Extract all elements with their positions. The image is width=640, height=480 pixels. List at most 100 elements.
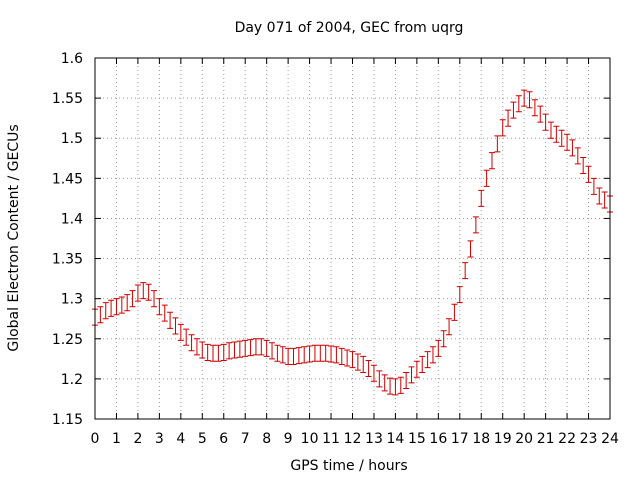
error-bar [252, 338, 259, 356]
error-bar [397, 376, 404, 394]
error-bar [301, 346, 308, 364]
data-point [188, 334, 195, 352]
error-bar [156, 298, 163, 316]
error-bar [590, 177, 597, 195]
error-bar [124, 294, 131, 312]
error-bar [424, 351, 431, 369]
error-bar [161, 304, 168, 322]
data-point [370, 364, 377, 382]
error-bar [413, 360, 420, 378]
x-tick-label: 1 [112, 431, 121, 447]
x-tick-label: 24 [601, 431, 619, 447]
data-point [193, 338, 200, 356]
data-point [381, 374, 388, 392]
data-point [585, 165, 592, 183]
error-bar [236, 340, 243, 358]
error-bar [210, 344, 217, 362]
error-bar [580, 156, 587, 175]
y-tick-label: 1.15 [52, 412, 83, 428]
x-tick-label: 23 [580, 431, 598, 447]
y-tick-labels: 1.15 1.2 1.25 1.3 1.35 1.4 1.45 1.5 1.55 1.6 [52, 51, 83, 428]
error-bar [177, 323, 184, 341]
error-bar [269, 342, 276, 360]
error-bar [274, 344, 281, 362]
error-bar [462, 262, 469, 280]
data-point [553, 125, 560, 143]
error-bar [311, 344, 318, 362]
data-point [590, 177, 597, 195]
error-bar [419, 355, 426, 373]
error-bar [360, 355, 367, 373]
data-point [301, 346, 308, 364]
error-bar [585, 165, 592, 183]
y-tick-label: 1.45 [52, 171, 83, 187]
error-bar [317, 344, 324, 362]
data-point [204, 343, 211, 361]
error-bar [494, 135, 501, 153]
data-point [601, 191, 608, 209]
data-point [322, 344, 329, 362]
data-point [569, 139, 576, 157]
error-bar [596, 187, 603, 205]
data-point [376, 370, 383, 388]
error-bar [440, 330, 447, 348]
error-bar [199, 341, 206, 359]
error-bar [129, 290, 136, 308]
data-point [258, 338, 265, 356]
error-bar [242, 339, 249, 357]
error-bar [376, 370, 383, 388]
data-point [295, 347, 302, 365]
x-tick-label: 16 [429, 431, 447, 447]
error-bar [387, 377, 394, 395]
data-point [285, 347, 292, 365]
x-tick-label: 2 [133, 431, 142, 447]
data-point [338, 347, 345, 365]
error-bar [499, 119, 506, 137]
data-point [515, 95, 522, 113]
error-bar [140, 282, 147, 300]
data-point [140, 282, 147, 300]
data-point [456, 286, 463, 304]
error-bar [542, 113, 549, 131]
data-point [290, 347, 297, 365]
data-point [167, 311, 174, 329]
data-point [226, 342, 233, 360]
error-bar [172, 317, 179, 335]
error-bar [381, 374, 388, 392]
error-bar [370, 364, 377, 382]
data-point [531, 99, 538, 117]
error-bar [505, 109, 512, 127]
data-point [113, 298, 120, 316]
data-point [574, 147, 581, 165]
error-bar [558, 129, 565, 147]
data-point [231, 341, 238, 359]
error-bar [290, 347, 297, 365]
error-bar [247, 339, 254, 357]
y-tick-label: 1.4 [61, 211, 83, 227]
data-point [488, 152, 495, 170]
data-point [102, 302, 109, 320]
data-point [435, 339, 442, 357]
data-point [333, 346, 340, 364]
error-bar [365, 359, 372, 377]
data-point [242, 339, 249, 357]
data-point [360, 355, 367, 373]
y-tick-label: 1.55 [52, 91, 83, 107]
error-bar [467, 240, 474, 258]
x-tick-label: 17 [451, 431, 469, 447]
data-point [161, 304, 168, 322]
error-bar [151, 290, 158, 308]
x-tick-label: 20 [515, 431, 533, 447]
error-bar [263, 339, 270, 357]
error-bar [215, 344, 222, 362]
error-bar [108, 299, 115, 317]
error-bar [392, 378, 399, 396]
y-tick-label: 1.6 [61, 51, 83, 67]
error-bar [322, 344, 329, 362]
error-bar [333, 346, 340, 364]
error-bar [446, 318, 453, 336]
data-point [397, 376, 404, 394]
data-point [387, 377, 394, 395]
data-point [252, 338, 259, 356]
data-point [177, 323, 184, 341]
